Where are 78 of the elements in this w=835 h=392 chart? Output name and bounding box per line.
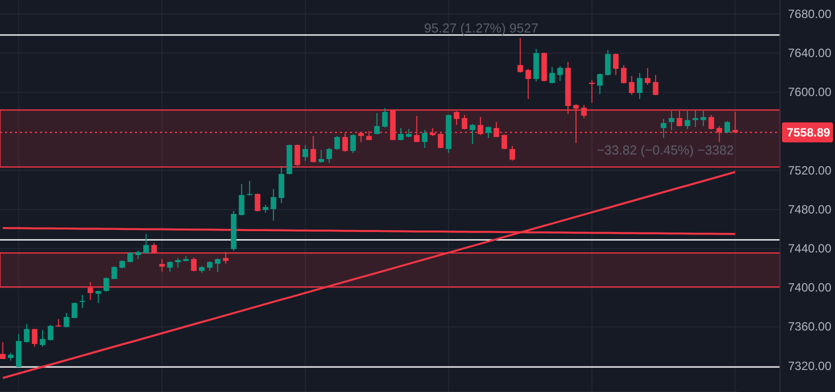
candlestick [72, 302, 78, 319]
y-tick-label: 7400.00 [788, 280, 832, 295]
ref-line-label: 7558.89 [786, 126, 831, 140]
y-tick-label: 7680.00 [788, 6, 832, 21]
candlestick [644, 67, 650, 86]
candlestick [597, 73, 603, 95]
candlestick [486, 126, 492, 138]
candlestick [668, 110, 674, 130]
candlestick [151, 242, 157, 254]
candlestick [214, 258, 221, 273]
candlestick [191, 256, 197, 272]
y-tick-label: 7640.00 [788, 46, 832, 60]
candlestick [0, 342, 6, 360]
candlestick [636, 72, 642, 100]
candlestick [167, 260, 173, 272]
candlestick [103, 277, 110, 292]
candlestick [24, 323, 30, 344]
candlestick [270, 188, 276, 222]
candlestick [700, 110, 706, 127]
candlestick [32, 328, 38, 348]
candlestick [350, 134, 356, 154]
y-tick-label: 7320.00 [788, 358, 832, 373]
candlestick [206, 260, 213, 272]
candlestick [589, 79, 595, 104]
y-tick-label: 7600.00 [788, 85, 832, 100]
candlestick [143, 233, 149, 254]
line-series [2, 170, 736, 380]
annotation: −33.82 (−0.45%) −3382 [596, 142, 734, 158]
candlestick [525, 68, 532, 100]
candlestick [510, 145, 516, 162]
candlestick [613, 53, 619, 76]
candlestick [422, 129, 428, 148]
y-tick-label: 7520.00 [788, 163, 832, 178]
candlestick [398, 127, 404, 141]
candlestick [605, 49, 611, 76]
candlestick [470, 123, 476, 145]
candlestick [238, 184, 244, 216]
candlestick [222, 251, 228, 264]
annotation: 95.27 (1.27%) 9527 [424, 20, 538, 36]
candlestick [159, 258, 165, 272]
candlestick [628, 75, 635, 96]
candlestick [326, 147, 332, 164]
candlestick [676, 110, 682, 127]
candlestick [318, 149, 324, 164]
y-tick-label: 7480.00 [788, 202, 832, 216]
y-tick-label: 7360.00 [788, 320, 832, 334]
candlestick [80, 294, 86, 309]
candlestick [96, 290, 102, 304]
candlestick [652, 74, 658, 96]
candlestick [88, 281, 94, 300]
candlestick [48, 324, 54, 342]
candlestick [374, 112, 380, 135]
candlestick [64, 312, 70, 328]
candlestick [549, 66, 555, 84]
candlestick [581, 104, 587, 119]
candlestick [517, 38, 524, 74]
candlestick [557, 66, 563, 82]
candlestick [310, 136, 316, 164]
candlestick [127, 251, 133, 263]
candlestick [620, 64, 627, 84]
candlestick [56, 318, 62, 328]
candlestick [382, 108, 388, 128]
candlestick [294, 144, 300, 167]
candlestick [684, 110, 690, 130]
candlestick [692, 110, 698, 128]
candlestick [334, 136, 340, 150]
candlestick [724, 120, 730, 134]
candlestick [246, 180, 252, 196]
candlestick [454, 110, 460, 126]
candlestick [660, 118, 666, 138]
candlestick [111, 266, 118, 280]
candlestick [462, 114, 468, 130]
candlestick [254, 192, 260, 212]
y-tick-label: 7440.00 [788, 241, 832, 256]
candlestick [708, 114, 714, 130]
candlestick [40, 330, 46, 348]
candlestick [502, 134, 508, 150]
candlestick [302, 144, 308, 162]
